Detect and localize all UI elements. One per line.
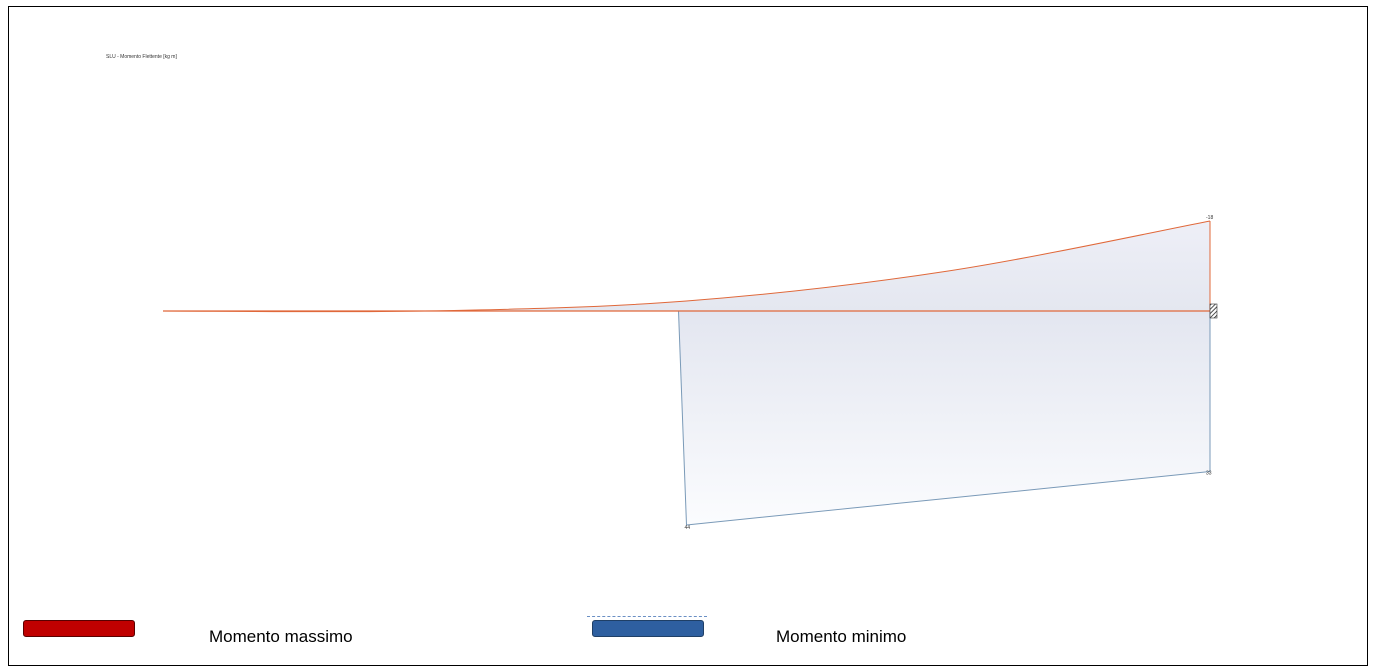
min-moment-left-edge — [678, 310, 687, 526]
fixed-support-icon — [1209, 303, 1218, 319]
legend-dashed-line — [587, 616, 707, 617]
legend-label-min: Momento minimo — [776, 627, 907, 646]
moment-diagram: -18 44 33 — [162, 215, 1218, 531]
legend-swatch-max — [23, 620, 135, 637]
legend-label-max: Momento massimo — [209, 627, 353, 646]
value-label-min-start: 44 — [685, 525, 691, 531]
min-moment-line — [686, 471, 1211, 526]
value-label-max-end: -18 — [1206, 215, 1213, 221]
min-moment-area — [678, 311, 1210, 525]
value-label-min-end: 33 — [1206, 471, 1212, 477]
max-moment-area — [163, 221, 1210, 312]
chart-title: SLU - Momento Flettente [kg m] — [106, 54, 177, 60]
legend-swatch-min — [592, 620, 704, 637]
max-moment-line — [162, 220, 1211, 313]
